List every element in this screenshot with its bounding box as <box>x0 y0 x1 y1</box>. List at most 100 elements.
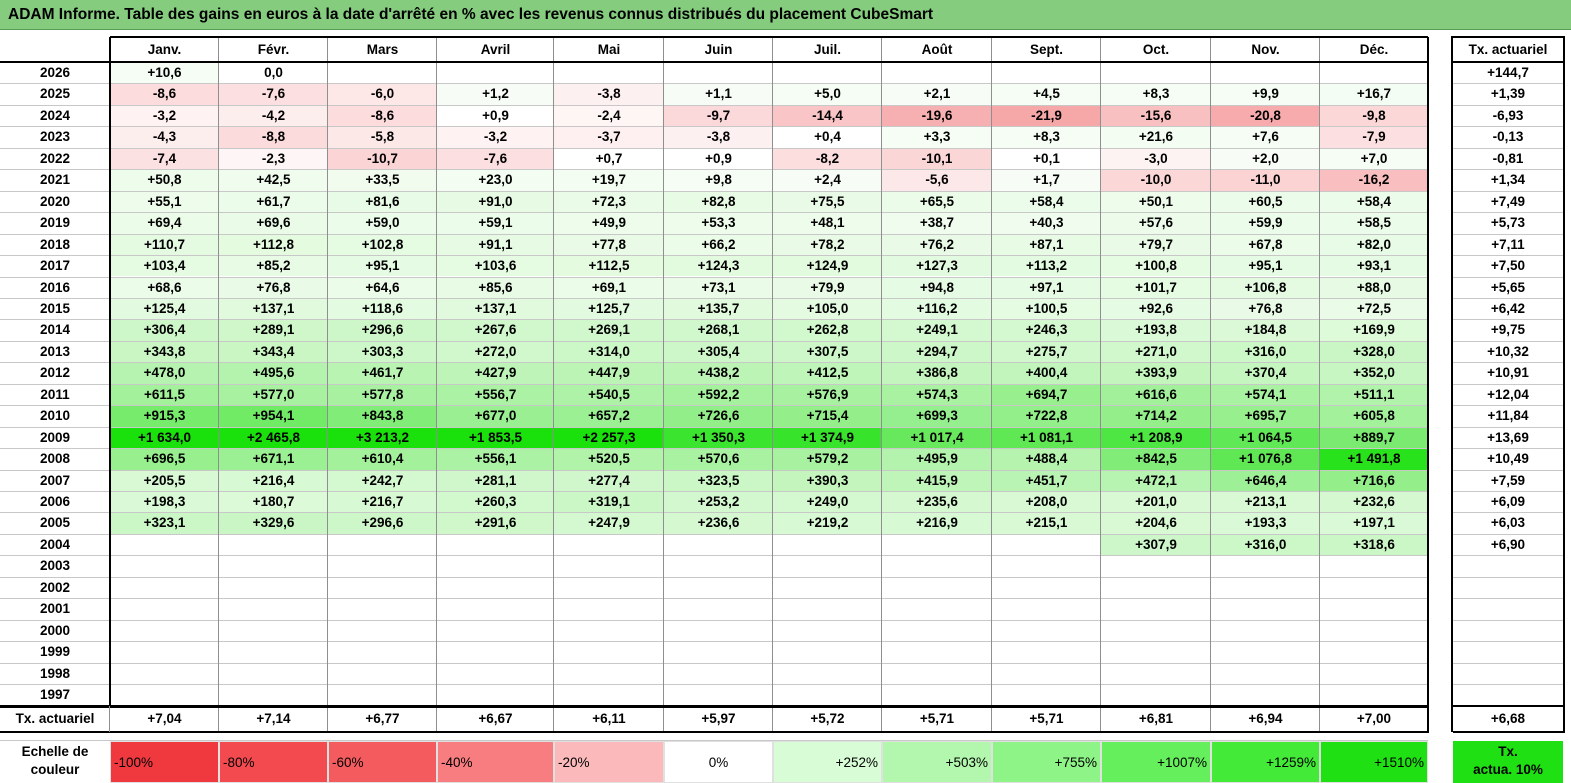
gain-cell: +610,4 <box>328 448 437 470</box>
gain-cell: +574,1 <box>1211 383 1320 406</box>
annual-rate-cell: +1,34 <box>1490 172 1526 188</box>
gain-cell <box>1320 619 1428 642</box>
gain-cell: +216,7 <box>328 491 437 513</box>
gain-cell: +2 465,8 <box>219 426 328 449</box>
gain-cell: +69,4 <box>110 212 219 234</box>
gain-cell <box>328 533 437 556</box>
gain-cell: +60,5 <box>1211 190 1320 213</box>
gain-cell: +269,1 <box>554 319 664 341</box>
gain-cell <box>437 619 554 642</box>
grid-line <box>1453 641 1563 643</box>
grid-line <box>991 706 992 732</box>
grid-line <box>0 190 110 192</box>
gain-cell: +124,3 <box>664 255 773 277</box>
gain-cell: +1 064,5 <box>1211 426 1320 449</box>
gain-cell: +208,0 <box>992 491 1101 513</box>
grid-line <box>110 619 1428 621</box>
grid-line <box>0 147 110 149</box>
gain-cell: +0,4 <box>773 126 882 148</box>
gain-cell: +215,1 <box>992 512 1101 534</box>
grid-line <box>1453 255 1563 257</box>
gain-cell: +64,6 <box>328 276 437 298</box>
gain-cell: -15,6 <box>1101 104 1211 127</box>
gain-cell: +1,7 <box>992 169 1101 191</box>
gain-cell: +253,2 <box>664 491 773 513</box>
gain-cell <box>773 555 882 577</box>
gain-cell: +427,9 <box>437 362 554 384</box>
annual-rate-cell <box>1453 555 1563 576</box>
grid-line <box>1453 512 1563 514</box>
grid-line <box>110 469 1428 471</box>
grid-line <box>663 37 664 706</box>
gain-cell: +495,9 <box>882 448 992 470</box>
annual-rate-cell: +7,49 <box>1490 193 1526 209</box>
gain-cell: +954,1 <box>219 405 328 427</box>
grid-line <box>1319 706 1320 732</box>
rate-scale-line1: Tx. <box>1498 744 1518 759</box>
year-label: 2013 <box>39 343 71 359</box>
gain-cell: +124,9 <box>773 255 882 277</box>
year-label: 2001 <box>39 601 71 617</box>
gain-cell: +204,6 <box>1101 512 1211 534</box>
year-label: 2022 <box>39 150 71 166</box>
gain-cell: +556,1 <box>437 448 554 470</box>
gain-cell <box>1211 684 1320 706</box>
gain-cell: +306,4 <box>110 319 219 341</box>
grid-line <box>0 684 110 686</box>
gain-cell: -3,7 <box>554 126 664 148</box>
gain-cell: +78,2 <box>773 233 882 256</box>
gain-cell: -7,6 <box>219 83 328 105</box>
gain-cell: +0,1 <box>992 147 1101 170</box>
grid-line <box>110 426 1428 428</box>
gain-cell: +400,4 <box>992 362 1101 384</box>
gain-cell: +72,3 <box>554 190 664 213</box>
gain-cell: +232,6 <box>1320 491 1428 513</box>
gain-cell <box>773 662 882 685</box>
gain-cell: +695,7 <box>1211 405 1320 427</box>
gain-cell: +646,4 <box>1211 469 1320 491</box>
gain-cell <box>1320 662 1428 685</box>
gain-cell <box>1320 62 1428 84</box>
gain-cell <box>554 684 664 706</box>
gain-cell <box>554 641 664 663</box>
gain-cell <box>437 598 554 620</box>
grid-line <box>110 362 1428 364</box>
annual-rate-cell: +6,90 <box>1490 536 1526 552</box>
gain-cell: +447,9 <box>554 362 664 384</box>
gain-cell <box>110 576 219 599</box>
gain-cell: -6,0 <box>328 83 437 105</box>
year-label: 2002 <box>39 579 71 595</box>
gain-cell: +235,6 <box>882 491 992 513</box>
gain-cell: +88,0 <box>1320 276 1428 298</box>
gain-cell <box>882 576 992 599</box>
gain-cell: 0,0 <box>219 62 328 84</box>
gain-cell <box>1320 684 1428 706</box>
gain-cell: +281,1 <box>437 469 554 491</box>
color-scale-label-line2: couleur <box>30 762 80 777</box>
gain-cell: -3,0 <box>1101 147 1211 170</box>
grid-line <box>1453 448 1563 450</box>
grid-line <box>1453 576 1563 578</box>
gain-cell: +10,6 <box>110 62 219 84</box>
annual-rate-cell: +5,73 <box>1490 215 1526 231</box>
month-header: Juil. <box>813 42 841 57</box>
gain-cell: +329,6 <box>219 512 328 534</box>
gain-cell: +97,1 <box>992 276 1101 298</box>
gain-cell: +323,5 <box>664 469 773 491</box>
gain-cell <box>554 576 664 599</box>
month-header: Avril <box>480 42 511 57</box>
gain-cell <box>437 555 554 577</box>
annual-rate-cell <box>1453 598 1563 619</box>
year-label: 1997 <box>39 687 71 703</box>
gain-cell: +1,1 <box>664 83 773 105</box>
grid-line <box>0 448 110 450</box>
gain-cell: +605,8 <box>1320 405 1428 427</box>
gain-cell: +92,6 <box>1101 297 1211 320</box>
annual-rate-cell: +7,50 <box>1490 258 1526 274</box>
gain-cell: +23,0 <box>437 169 554 191</box>
gain-cell: +696,5 <box>110 448 219 470</box>
gain-cell: +101,7 <box>1101 276 1211 298</box>
gain-cell: +1 076,8 <box>1211 448 1320 470</box>
grid-line <box>1453 555 1563 557</box>
